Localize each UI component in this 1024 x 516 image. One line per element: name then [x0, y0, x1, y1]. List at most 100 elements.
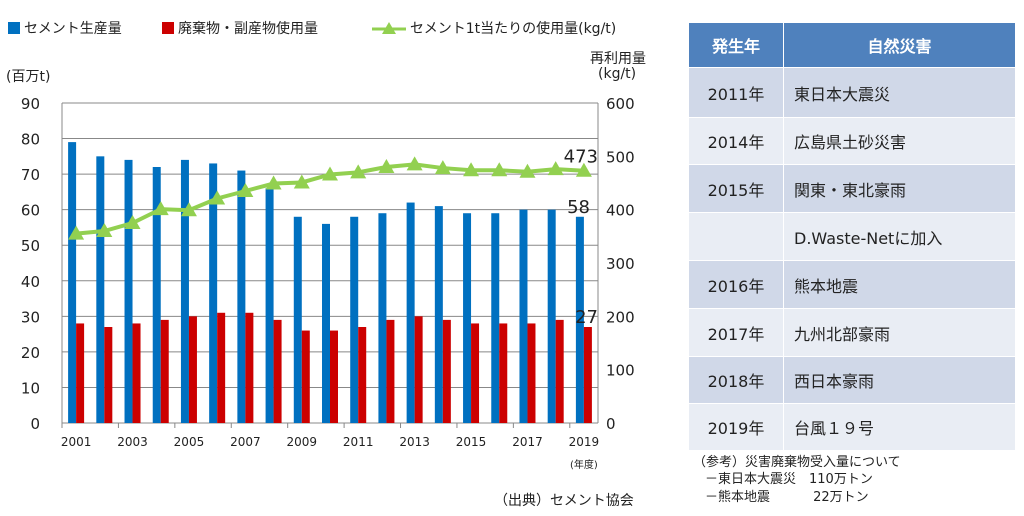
table-row: 2014年 広島県土砂災害 — [688, 117, 1016, 165]
cell-disaster: 九州北部豪雨 — [783, 308, 1016, 357]
bar-cement-2013 — [406, 202, 415, 423]
marker-2006 — [209, 190, 226, 205]
data-label-waste: 27 — [575, 307, 598, 328]
bar-cement-2009 — [293, 216, 302, 423]
table-row: 2016年 熊本地震 — [688, 260, 1016, 309]
y-tick-label: 0 — [30, 415, 40, 433]
y2-tick-label: 300 — [606, 255, 635, 273]
x-tick-label: 2015 — [456, 435, 487, 449]
disaster-table: 発生年 自然災害 2011年 東日本大震災 2014年 広島県土砂災害 2015年 関東・東… — [688, 22, 1016, 451]
bar-cement-2014 — [434, 206, 443, 423]
y-axis-label: (百万t) — [6, 69, 51, 85]
y2-tick-label: 500 — [606, 148, 635, 166]
y2-tick-label: 0 — [606, 415, 616, 433]
y-tick-label: 70 — [21, 166, 40, 184]
marker-2007 — [237, 183, 254, 197]
legend-item-per-ton: セメント1t当たりの使用量(kg/t) — [372, 18, 616, 38]
marker-2018 — [547, 161, 564, 176]
bar-cement-2012 — [378, 213, 387, 423]
y2-tick-label: 100 — [606, 362, 635, 380]
note-line-1: －東日本大震災 110万トン — [705, 472, 873, 487]
bar-waste-2015 — [471, 323, 480, 423]
x-tick-label: 2001 — [61, 435, 92, 449]
bar-waste-2011 — [358, 327, 367, 423]
cell-year: 2018年 — [688, 356, 784, 404]
bar-cement-2001 — [68, 142, 77, 423]
bar-waste-2006 — [217, 312, 226, 423]
y-tick-label: 30 — [21, 308, 40, 326]
data-label-cement: 58 — [567, 197, 590, 218]
table-row: 2018年 西日本豪雨 — [688, 356, 1016, 404]
legend-line-triangle-icon — [372, 22, 406, 34]
bar-cement-2002 — [96, 156, 105, 424]
cell-disaster: D.Waste-Netに加入 — [783, 212, 1016, 261]
bar-cement-2019 — [575, 216, 584, 423]
bar-waste-2013 — [414, 316, 423, 423]
table-row: 2017年 九州北部豪雨 — [688, 308, 1016, 357]
marker-2003 — [124, 215, 141, 229]
marker-2014 — [434, 160, 451, 175]
marker-2019 — [575, 162, 592, 177]
cell-year: 2019年 — [688, 403, 784, 451]
y-tick-label: 90 — [21, 95, 40, 113]
bar-waste-2019 — [583, 327, 592, 423]
y-tick-label: 60 — [21, 202, 40, 220]
header-disaster: 自然災害 — [783, 22, 1016, 68]
cell-disaster: 熊本地震 — [783, 260, 1016, 309]
y-tick-label: 80 — [21, 131, 40, 149]
note-title: （参考）災害廃棄物受入量について — [693, 455, 901, 470]
y-tick-label: 40 — [21, 273, 40, 291]
table-row: D.Waste-Netに加入 — [688, 212, 1016, 261]
cell-year: 2014年 — [688, 117, 784, 165]
marker-2016 — [491, 162, 508, 177]
bar-cement-2016 — [491, 213, 500, 423]
bar-waste-2014 — [442, 319, 451, 423]
bar-waste-2008 — [273, 319, 282, 423]
marker-2015 — [463, 162, 480, 177]
table-row: 2019年 台風１９号 — [688, 403, 1016, 451]
bar-waste-2010 — [330, 330, 338, 423]
marker-2004 — [152, 201, 169, 216]
legend-label: 廃棄物・副産物使用量 — [178, 21, 318, 37]
marker-2017 — [519, 163, 536, 178]
marker-2012 — [378, 159, 395, 173]
y2-axis-label-1: 再利用量 — [590, 51, 646, 67]
marker-2013 — [406, 156, 423, 171]
cell-year — [688, 212, 784, 261]
bar-waste-2002 — [104, 327, 113, 423]
y-tick-label: 20 — [21, 344, 40, 362]
marker-2005 — [180, 202, 197, 217]
cell-year: 2011年 — [688, 67, 784, 118]
y2-tick-label: 200 — [606, 308, 635, 326]
cell-year: 2016年 — [688, 260, 784, 309]
legend-item-cement: セメント生産量 — [8, 18, 122, 38]
cell-disaster: 東日本大震災 — [783, 67, 1016, 118]
header-year: 発生年 — [688, 22, 784, 68]
marker-2011 — [350, 164, 367, 179]
bar-waste-2012 — [386, 319, 395, 423]
marker-2009 — [293, 174, 310, 189]
y2-tick-label: 600 — [606, 95, 635, 113]
y-tick-label: 50 — [21, 237, 40, 255]
y-tick-label: 10 — [21, 379, 40, 397]
bar-cement-2005 — [180, 159, 189, 423]
bar-waste-2018 — [555, 319, 564, 423]
bar-cement-2003 — [124, 159, 133, 423]
x-tick-label: 2009 — [287, 435, 318, 449]
table-header: 発生年 自然災害 — [688, 22, 1016, 68]
x-tick-label: 2017 — [512, 435, 543, 449]
x-axis-label: (年度) — [570, 460, 598, 471]
bar-cement-2011 — [350, 216, 359, 423]
bar-waste-2016 — [499, 323, 508, 423]
x-tick-label: 2019 — [569, 435, 600, 449]
cell-year: 2017年 — [688, 308, 784, 357]
y2-tick-label: 400 — [606, 202, 635, 220]
bar-cement-2015 — [463, 213, 472, 423]
x-tick-label: 2013 — [399, 435, 430, 449]
bar-cement-2010 — [322, 223, 330, 423]
legend-swatch-blue — [8, 22, 20, 34]
bar-cement-2017 — [519, 209, 528, 423]
bar-cement-2007 — [237, 170, 246, 423]
bar-waste-2005 — [188, 316, 197, 423]
bar-cement-2008 — [265, 188, 274, 423]
